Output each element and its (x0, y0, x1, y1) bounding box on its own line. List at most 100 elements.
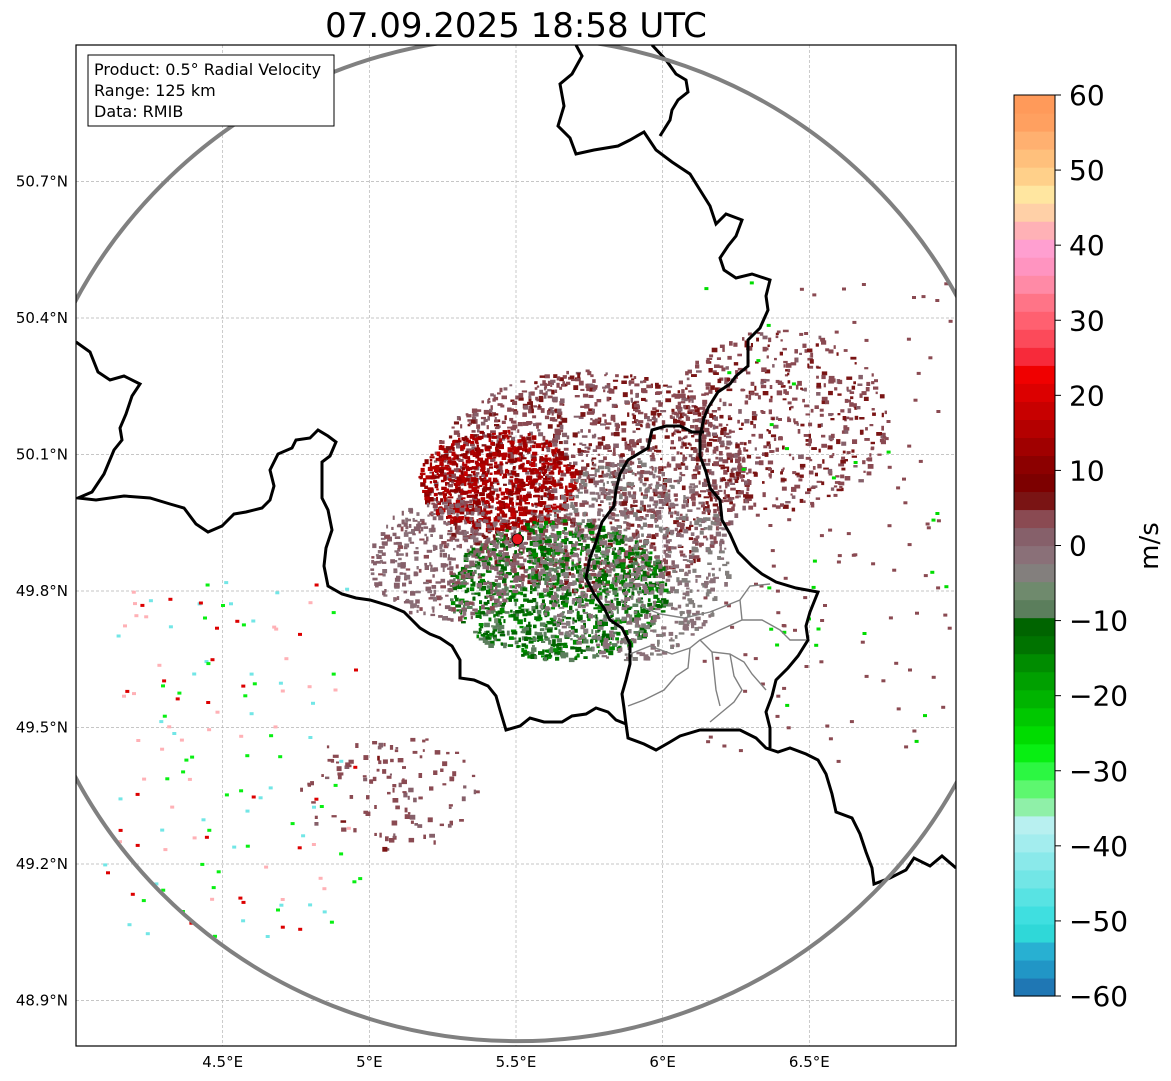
echo-cell (648, 551, 653, 555)
echo-cell (498, 556, 503, 560)
echo-cell (652, 474, 656, 479)
echo-cell (644, 399, 648, 402)
echo-cell (630, 450, 635, 456)
echo-cell (814, 405, 819, 409)
echo-cell (439, 549, 445, 552)
echo-cell (408, 537, 412, 542)
echo-cell (759, 332, 764, 336)
echo-cell (785, 369, 789, 372)
echo-cell (636, 651, 642, 655)
echo-cell (461, 475, 465, 480)
echo-cell (558, 629, 561, 634)
echo-cell (612, 452, 616, 456)
echo-cell (597, 504, 602, 507)
echo-cell (520, 573, 525, 579)
echo-cell (387, 537, 392, 541)
echo-cell (726, 452, 732, 457)
echo-cell (501, 553, 505, 558)
echo-cell (470, 545, 473, 549)
echo-cell (617, 550, 621, 555)
echo-cell (542, 562, 549, 565)
echo-cell (498, 444, 504, 450)
echo-cell (442, 454, 447, 460)
echo-cell (701, 411, 705, 416)
echo-cell (753, 413, 758, 417)
echo-cell (382, 569, 388, 574)
echo-cell (602, 534, 606, 539)
echo-cell (727, 494, 730, 498)
echo-cell (881, 436, 887, 439)
echo-cell (630, 638, 635, 641)
echo-cell (538, 395, 544, 400)
echo-cell (810, 486, 816, 489)
echo-cell (746, 487, 750, 491)
echo-cell (440, 578, 446, 583)
echo-cell (615, 597, 619, 601)
echo-cell (673, 493, 678, 497)
echo-cell (592, 583, 596, 589)
echo-cell (556, 638, 562, 643)
echo-cell (514, 477, 519, 481)
echo-cell (512, 521, 518, 527)
echo-cell (695, 427, 702, 431)
echo-cell (602, 630, 606, 635)
echo-cell (421, 520, 425, 524)
echo-cell (623, 659, 630, 662)
echo-cell (479, 430, 484, 434)
echo-cell (711, 432, 718, 437)
echo-cell (570, 501, 574, 506)
echo-cell (594, 603, 598, 607)
echo-cell (641, 462, 647, 468)
echo-cell (688, 399, 691, 403)
echo-cell (504, 611, 510, 614)
echo-cell (416, 512, 420, 516)
echo-cell (633, 620, 637, 623)
echo-cell (655, 503, 659, 506)
echo-cell (458, 437, 461, 441)
echo-cell (817, 423, 822, 428)
echo-cell (612, 590, 618, 595)
echo-cell (582, 471, 588, 477)
echo-cell (683, 529, 689, 534)
echo-cell (562, 403, 565, 406)
echo-cell (589, 599, 595, 605)
echo-cell (532, 583, 536, 587)
echo-cell (574, 565, 578, 570)
echo-cell (632, 491, 637, 496)
echo-cell (634, 553, 641, 558)
echo-cell (624, 609, 629, 614)
echo-cell (527, 535, 532, 541)
echo-cell (640, 605, 643, 609)
echo-cell (795, 357, 799, 363)
echo-cell (729, 472, 735, 478)
echo-cell (590, 522, 596, 527)
echo-cell (553, 463, 559, 469)
echo-cell (678, 620, 685, 625)
echo-cell (479, 463, 486, 468)
echo-cell (569, 552, 575, 555)
echo-cell (727, 415, 731, 418)
echo-cell (506, 437, 510, 440)
echo-cell (625, 576, 628, 582)
echo-cell (600, 423, 606, 426)
echo-cell (706, 357, 713, 360)
echo-cell (734, 479, 739, 483)
echo-cell (544, 534, 547, 539)
echo-cell (799, 332, 804, 336)
echo-cell (444, 522, 450, 525)
echo-cell (447, 530, 453, 533)
echo-cell (646, 509, 653, 513)
echo-cell (472, 608, 478, 611)
echo-cell (633, 611, 638, 614)
echo-cell (503, 552, 509, 556)
echo-cell (548, 578, 552, 582)
echo-cell (431, 606, 435, 610)
echo-cell (595, 617, 599, 622)
echo-cell (520, 631, 525, 634)
echo-cell (659, 571, 665, 575)
echo-cell (737, 465, 743, 470)
echo-cell (555, 534, 562, 539)
echo-cell (370, 568, 375, 571)
echo-cell (534, 387, 538, 390)
echo-cell (640, 423, 643, 427)
